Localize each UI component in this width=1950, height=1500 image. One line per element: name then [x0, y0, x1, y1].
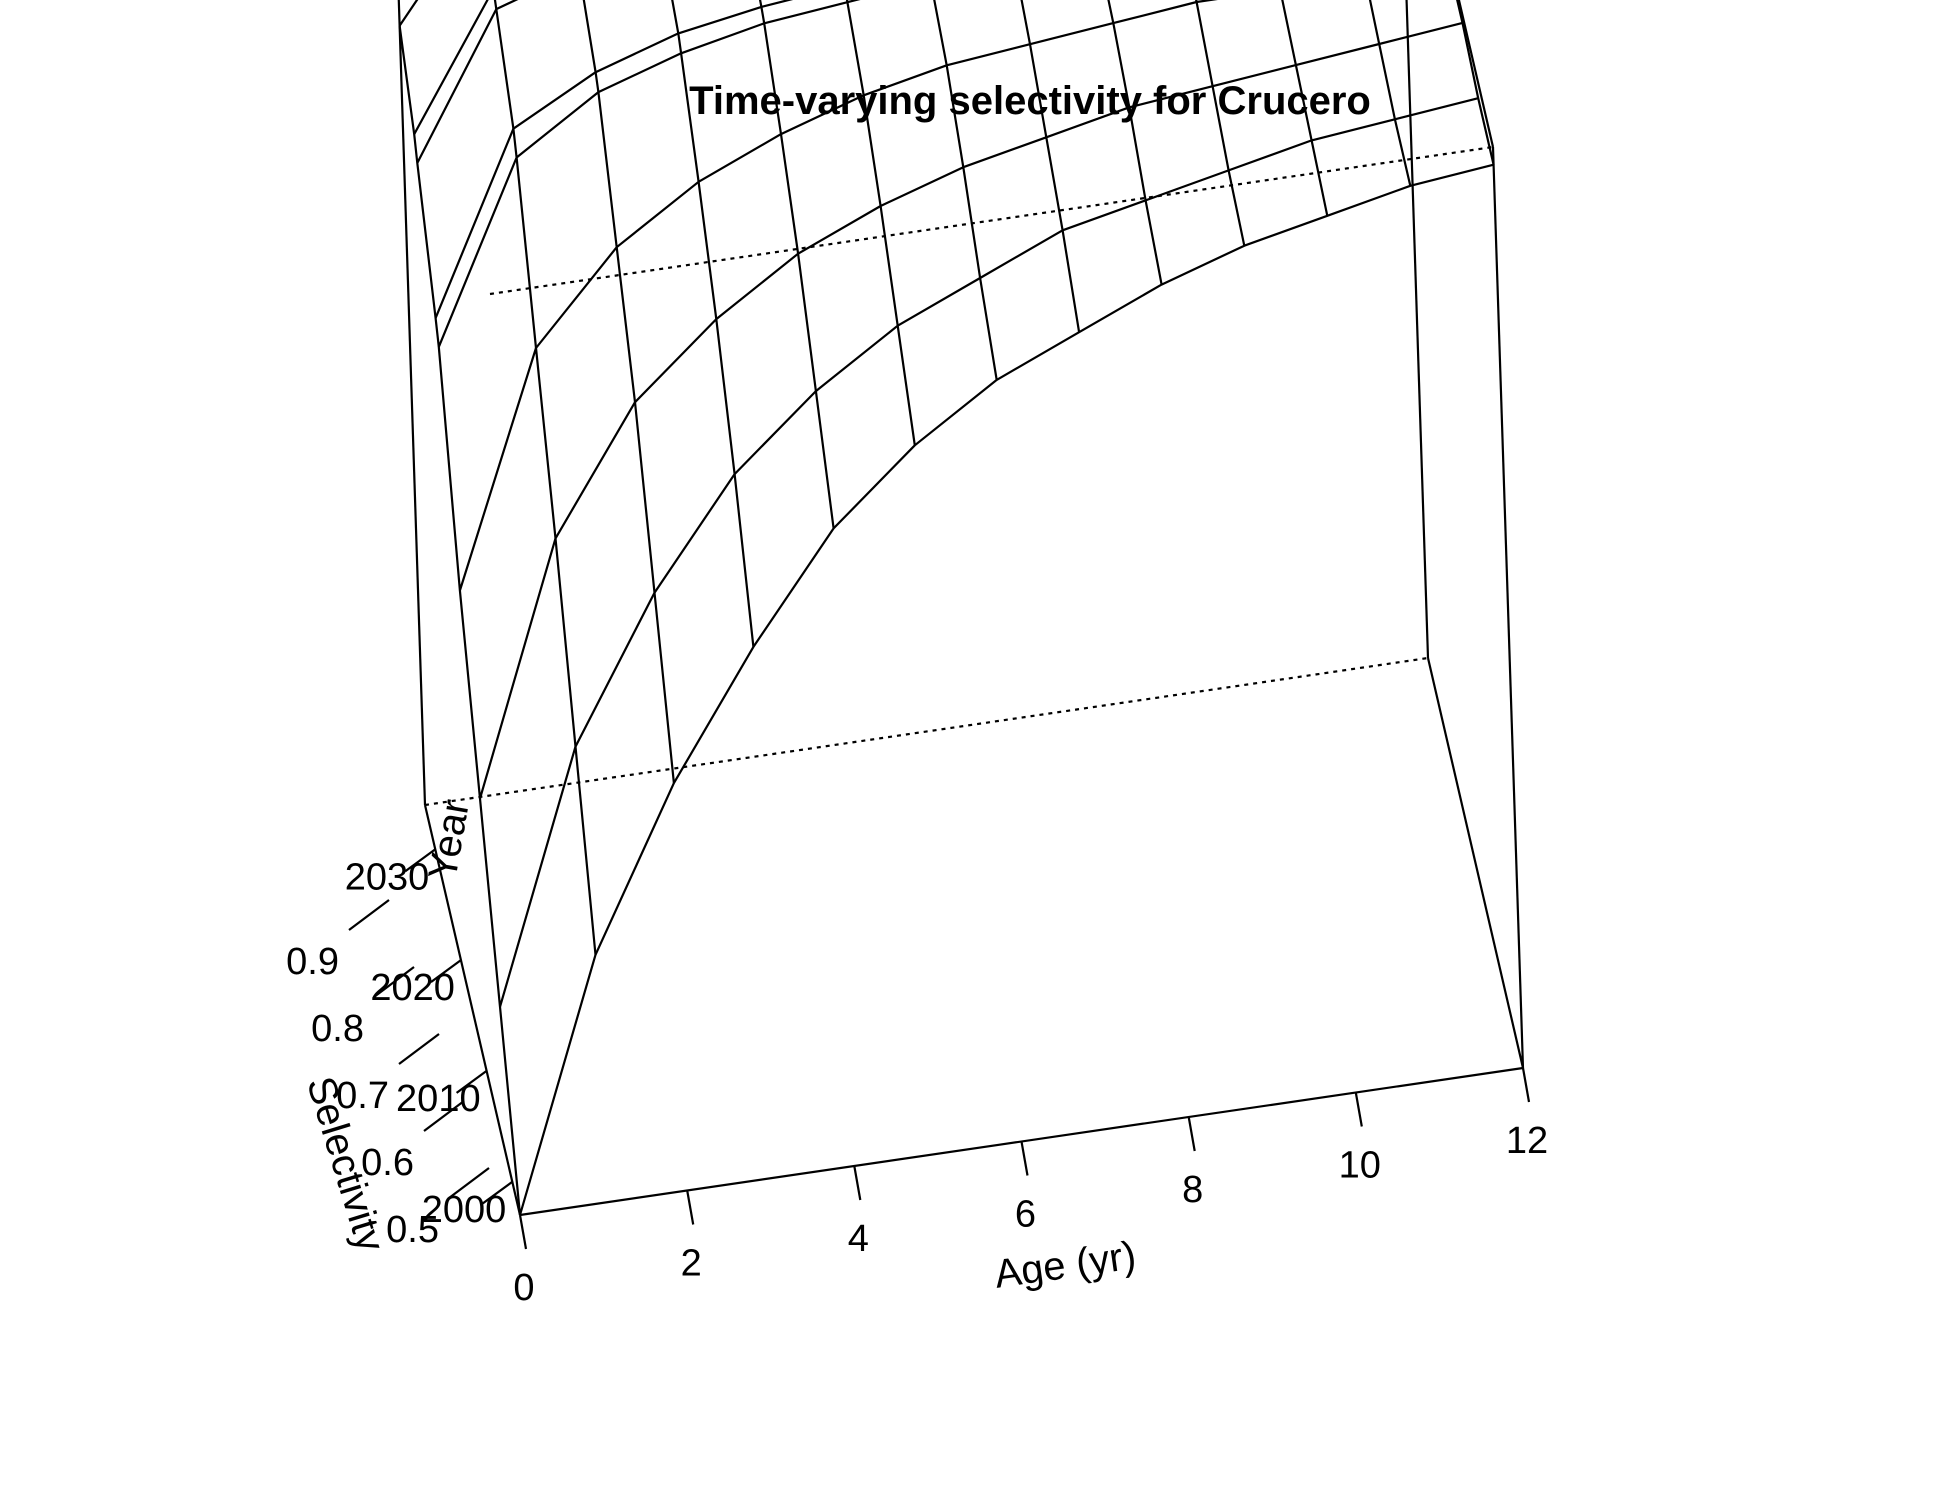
surface-age-line	[1368, 0, 1412, 187]
x-tick-label: 12	[1506, 1120, 1548, 1162]
surface-year-line	[498, 97, 1479, 1008]
surface-year-line	[437, 0, 861, 348]
surface-age-line	[758, 0, 835, 529]
y-tick-mark	[481, 1180, 513, 1205]
z-tick-label: 0.5	[386, 1209, 439, 1251]
z-tick-label: 0.6	[361, 1142, 414, 1184]
x-tick-mark	[853, 1165, 862, 1201]
x-tick-mark	[1354, 1092, 1363, 1127]
box-edge	[1405, 0, 1430, 659]
y-axis: 2000 2010 2020 2030	[345, 848, 513, 1231]
box-edge	[397, 0, 427, 806]
surface-age-line	[398, 25, 522, 1216]
z-tick-label: 0.8	[311, 1008, 364, 1050]
chart-title: Time-varying selectivity for Crucero	[689, 79, 1371, 123]
box-edge	[424, 656, 1429, 807]
surface-age-line	[1020, 0, 1081, 333]
x-tick-label: 6	[1015, 1194, 1036, 1236]
z-tick-mark	[348, 899, 390, 931]
bounding-box	[397, 0, 1525, 1217]
x-axis-label: Age (yr)	[992, 1233, 1139, 1296]
z-tick-mark	[423, 1100, 465, 1132]
x-tick-mark	[1521, 1067, 1531, 1103]
surface-year-line	[434, 0, 794, 319]
x-axis: 0 2 4 6 8 10 12	[513, 1067, 1548, 1309]
surface-age-line	[933, 0, 998, 381]
y-tick-mark	[455, 1070, 488, 1094]
z-tick-mark	[398, 1033, 440, 1065]
x-tick-mark	[1187, 1116, 1196, 1152]
box-edge	[1491, 146, 1525, 1069]
surface-mesh	[398, 0, 1495, 1216]
y-tick-label: 2000	[422, 1189, 507, 1231]
x-tick-mark	[1020, 1141, 1029, 1176]
z-axis: 0.5 0.6 0.7 0.8 0.9	[286, 899, 490, 1251]
surface-year-line	[398, 0, 419, 27]
surface-age-line	[845, 0, 916, 446]
surface-age-line	[582, 0, 675, 784]
box-edge	[423, 804, 522, 1216]
surface-age-line	[671, 0, 755, 648]
z-tick-label: 0.7	[336, 1075, 389, 1117]
x-tick-mark	[518, 1214, 528, 1250]
z-tick-mark	[448, 1167, 490, 1199]
y-tick-label: 2020	[370, 967, 455, 1009]
x-tick-label: 2	[681, 1243, 702, 1285]
surface-year-line	[518, 163, 1494, 1216]
y-tick-mark	[430, 959, 462, 983]
z-tick-label: 0.9	[286, 941, 339, 983]
y-tick-mark	[404, 848, 436, 873]
surface-age-line	[1195, 0, 1246, 246]
x-tick-label: 10	[1339, 1145, 1381, 1187]
x-tick-label: 0	[513, 1267, 534, 1309]
y-tick-label: 2010	[396, 1078, 481, 1120]
box-edge	[489, 145, 1494, 296]
x-tick-label: 8	[1182, 1169, 1203, 1211]
surface-age-line	[493, 0, 597, 955]
box-edge	[1457, 0, 1495, 148]
y-tick-label: 2030	[345, 856, 430, 898]
box-edge	[1426, 657, 1525, 1069]
surface-age-line	[1456, 0, 1495, 165]
x-tick-mark	[686, 1190, 695, 1225]
y-axis-label: Year	[421, 796, 478, 883]
x-tick-label: 4	[848, 1218, 869, 1260]
z-tick-mark	[373, 966, 415, 998]
surface-age-line	[1107, 0, 1163, 285]
surface-age-line	[1281, 0, 1329, 217]
